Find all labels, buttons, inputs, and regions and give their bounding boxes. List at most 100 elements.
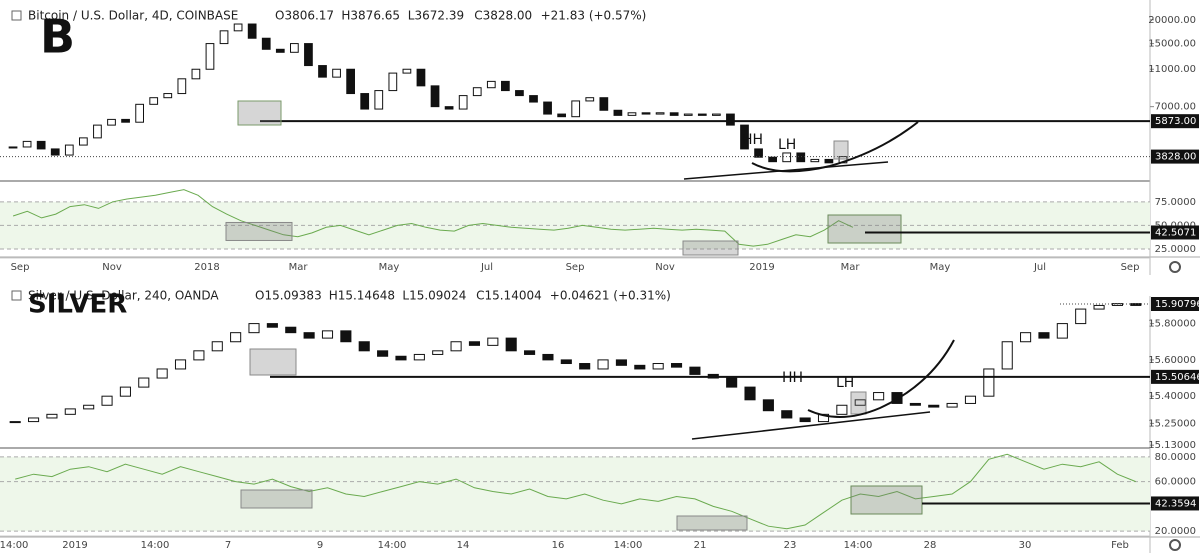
annotation: LH	[836, 375, 854, 391]
candle	[149, 97, 159, 105]
time-label: Sep	[11, 262, 30, 273]
candle	[233, 23, 243, 32]
candle	[641, 112, 651, 115]
candle	[781, 410, 793, 419]
candle	[444, 106, 454, 110]
candle	[402, 68, 412, 74]
quote-value: H3876.65	[341, 9, 400, 23]
candle	[810, 158, 820, 163]
time-label: Sep	[1121, 262, 1140, 273]
candle	[1038, 332, 1050, 339]
candle	[289, 43, 299, 53]
candle	[486, 80, 496, 89]
y-tick-label: 15.60000	[1148, 355, 1196, 366]
candle	[560, 359, 572, 365]
time-label: 2019	[749, 262, 774, 273]
y-tick-label: 7000.00	[1155, 102, 1196, 113]
candle	[395, 355, 407, 361]
time-label: 16	[552, 540, 565, 551]
logo: SILVER	[28, 290, 127, 320]
y-tick-label: 15000.00	[1148, 39, 1196, 50]
candle	[542, 353, 554, 361]
candle	[321, 330, 334, 339]
candle	[670, 363, 683, 368]
candle	[824, 158, 834, 164]
candle	[416, 68, 426, 87]
rsi-tick-label: 25.0000	[1155, 244, 1196, 255]
candle	[711, 113, 721, 116]
candle	[768, 156, 778, 163]
candle	[571, 100, 581, 118]
time-label: May	[930, 262, 951, 273]
time-label: Mar	[289, 262, 309, 273]
candle	[613, 109, 623, 116]
price-tag-label: 3828.00	[1155, 152, 1196, 163]
time-label: 9	[317, 540, 323, 551]
price-tag	[1151, 114, 1199, 129]
candle	[585, 97, 595, 102]
quote-value: H15.14648	[329, 289, 395, 303]
candle	[1093, 304, 1105, 310]
y-tick-label: 15.25000	[1148, 418, 1196, 429]
time-label: May	[379, 262, 400, 273]
header-icon	[11, 290, 22, 301]
candle	[726, 113, 735, 126]
time-label: Mar	[841, 262, 861, 273]
rsi-tick-label: 60.0000	[1155, 477, 1196, 488]
highlight-box	[833, 140, 849, 160]
highlight-box	[249, 348, 297, 376]
highlight-box	[237, 100, 282, 126]
candle	[799, 417, 811, 423]
rsi-line	[12, 189, 854, 247]
time-label: 21	[694, 540, 707, 551]
candle	[983, 368, 995, 397]
candle	[529, 95, 538, 103]
time-label: 2018	[194, 262, 219, 273]
quote-value: +0.04621 (+0.31%)	[550, 289, 671, 303]
candle	[64, 408, 76, 415]
candle	[230, 332, 242, 343]
annotation: LH	[778, 137, 796, 153]
time-label: 14	[457, 540, 470, 551]
time-label: Feb	[1111, 540, 1129, 551]
candle	[726, 377, 738, 388]
time-label: 28	[924, 540, 937, 551]
price-tag-label: 15.50646	[1155, 372, 1200, 383]
candle	[634, 364, 646, 370]
candle	[28, 417, 40, 423]
quote-value: +21.83 (+0.57%)	[541, 9, 647, 23]
quote-value: C15.14004	[476, 289, 542, 303]
time-label: 14:00	[844, 540, 873, 551]
highlight-box	[225, 221, 293, 241]
candle	[599, 97, 609, 111]
price-tag	[1151, 296, 1199, 311]
time-label: Nov	[102, 262, 122, 273]
candle	[450, 341, 462, 352]
price-tag	[1151, 369, 1199, 384]
candle	[597, 359, 609, 370]
rsi-tick-label: 75.0000	[1155, 197, 1196, 208]
candle	[22, 140, 32, 148]
candle	[655, 112, 665, 115]
candle	[346, 68, 356, 95]
chart-title: Bitcoin / U.S. Dollar, 4D, COINBASE	[28, 9, 238, 23]
candle	[121, 118, 130, 123]
time-label: 14:00	[378, 540, 407, 551]
candle	[205, 43, 215, 70]
candle	[36, 140, 46, 150]
candle	[1075, 308, 1087, 325]
settings-icon	[1169, 539, 1181, 551]
trend-line	[691, 411, 931, 440]
candle	[193, 350, 205, 361]
chart-title: Silver / U.S. Dollar, 240, OANDA	[28, 289, 219, 303]
time-label: 2019	[62, 540, 87, 551]
candle	[219, 30, 229, 45]
candle	[163, 93, 173, 99]
time-label: Jul	[480, 262, 493, 273]
candle	[744, 386, 756, 401]
candle	[946, 402, 958, 408]
candle	[472, 87, 482, 97]
candle	[740, 124, 749, 150]
candle	[909, 402, 921, 406]
candle	[377, 350, 389, 357]
